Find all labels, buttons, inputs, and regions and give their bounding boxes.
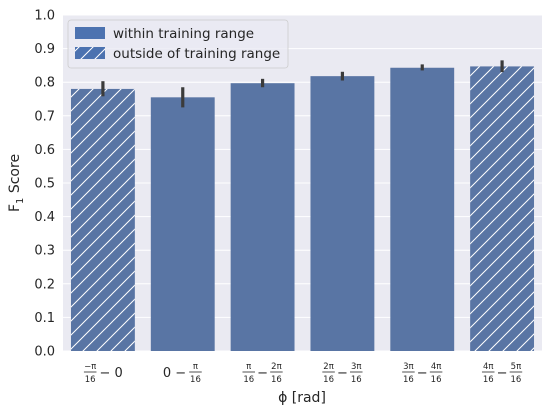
y-tick-label: 0.7 <box>34 109 55 124</box>
x-tick-numerator: 2π <box>271 362 282 372</box>
y-tick-label: 0.3 <box>34 244 55 259</box>
x-tick-label: 4π 16−5π 16 <box>481 362 523 385</box>
legend-frame <box>67 19 289 69</box>
y-tick-label: 0.6 <box>34 143 55 158</box>
legend-patch-within <box>75 27 105 39</box>
x-tick-label: π 16−2π 16 <box>242 362 283 385</box>
x-tick-denominator: 16 <box>190 375 201 385</box>
x-tick-numerator: −π <box>84 362 96 372</box>
bar <box>390 67 455 351</box>
x-tick-numerator: 2π <box>323 362 334 372</box>
bar-hatch <box>70 88 135 352</box>
x-tick-operator: − <box>417 366 428 381</box>
y-tick-label: 0.4 <box>34 210 55 225</box>
y-tick-label: 0.2 <box>34 277 55 292</box>
y-tick-label: 1.0 <box>34 9 55 24</box>
x-tick-denominator: 16 <box>483 375 494 385</box>
bar-hatch <box>470 66 535 352</box>
x-tick-label: 2π 16−3π 16 <box>322 362 363 385</box>
grid <box>63 14 542 352</box>
y-tick-label: 0.5 <box>34 177 55 192</box>
x-tick-numerator: π <box>193 362 198 372</box>
x-tick-denominator: 16 <box>271 375 282 385</box>
x-tick-operator: − 0 <box>100 366 123 381</box>
y-tick-label: 0.1 <box>34 311 55 326</box>
x-tick-denominator: 16 <box>431 375 442 385</box>
bar <box>150 97 215 351</box>
x-tick-operator: − <box>497 366 508 381</box>
bar <box>230 83 295 351</box>
x-tick-label: 0 − π 16 <box>163 362 202 385</box>
x-tick-numerator: 4π <box>483 362 494 372</box>
legend-patch-outside-hatch <box>75 47 105 59</box>
y-axis-title: F1 Score <box>7 154 26 212</box>
legend-label-within: within training range <box>113 26 254 42</box>
y-tick-label: 0.9 <box>34 42 55 57</box>
x-tick-numerator: 3π <box>403 362 414 372</box>
x-tick-denominator: 16 <box>243 375 254 385</box>
x-tick-numerator: π <box>246 362 251 372</box>
y-tick-label: 0.0 <box>34 345 55 360</box>
x-tick-operator: − <box>337 366 348 381</box>
bar <box>310 76 375 351</box>
bars <box>70 66 535 352</box>
x-axis-title: ϕ [rad] <box>278 390 326 406</box>
x-tick-numerator: 4π <box>431 362 442 372</box>
x-tick-denominator: 16 <box>323 375 334 385</box>
x-tick-label: 3π 16−4π 16 <box>402 362 443 385</box>
legend-label-outside: outside of training range <box>113 46 280 62</box>
y-axis-ticks: 0.0 0.1 0.2 0.3 0.4 0.5 0.6 0.7 0.8 0.9 1.0 <box>34 9 55 360</box>
x-tick-denominator: 16 <box>351 375 362 385</box>
x-tick-operator: − <box>257 366 268 381</box>
x-tick-denominator: 16 <box>85 375 96 385</box>
x-tick-operator: 0 − <box>163 366 186 381</box>
x-tick-numerator: 5π <box>511 362 522 372</box>
y-tick-label: 0.8 <box>34 76 55 91</box>
error-bars <box>101 60 504 108</box>
x-tick-numerator: 3π <box>351 362 362 372</box>
legend: within training range outside of trainin… <box>67 19 289 69</box>
x-tick-denominator: 16 <box>403 375 414 385</box>
x-tick-denominator: 16 <box>511 375 522 385</box>
x-tick-label: −π 16 − 0 <box>83 362 123 385</box>
